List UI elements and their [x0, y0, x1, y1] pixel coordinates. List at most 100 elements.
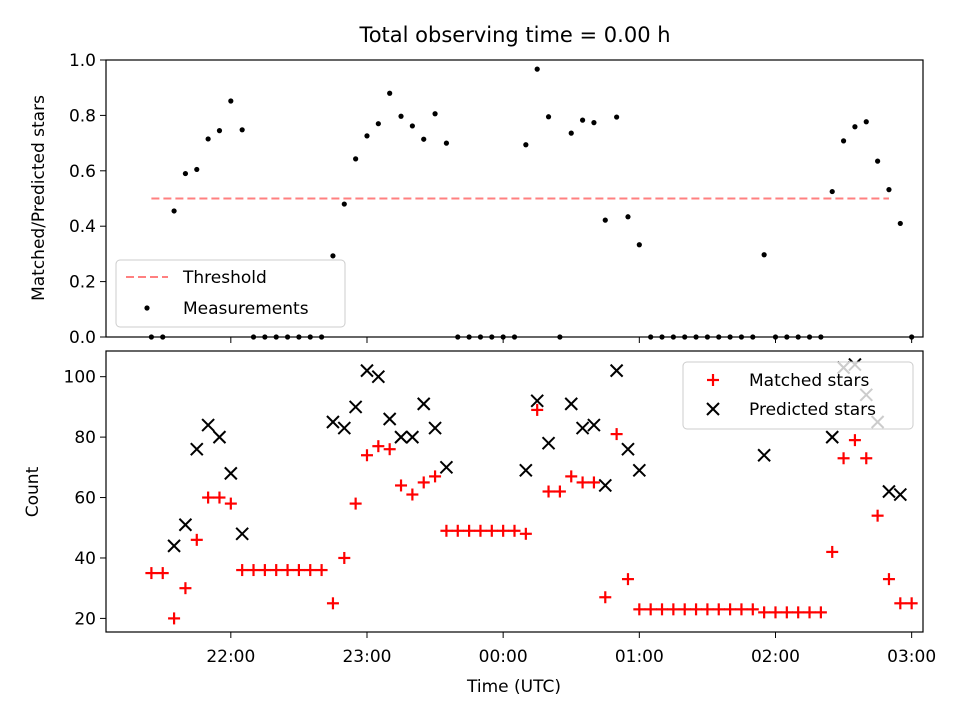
measurement-point-6	[216, 128, 223, 134]
matched-stars-point-17	[338, 551, 351, 564]
matched-stars-point-57	[792, 606, 805, 619]
predicted-stars-point-13	[394, 430, 408, 444]
predicted-stars-point-8	[337, 421, 351, 435]
matched-stars-point-33	[519, 527, 532, 540]
predicted-stars-point-2	[190, 442, 204, 456]
predicted-stars-point-29	[825, 430, 839, 444]
predicted-stars-point-9	[348, 400, 363, 414]
top-y-tick-label-2: 0.4	[69, 217, 96, 237]
matched-stars-point-54	[758, 606, 771, 619]
predicted-stars-point-11	[371, 369, 386, 384]
bottom-y-tick-label-3: 80	[74, 428, 96, 448]
x-tick-label-4: 02:00	[751, 647, 800, 667]
matched-stars-point-42	[621, 573, 634, 586]
legend-threshold-label: Threshold	[182, 268, 267, 288]
measurement-point-23	[409, 123, 415, 129]
legend-predicted-swatch	[706, 402, 720, 416]
legend-measurements-swatch	[144, 305, 150, 311]
measurement-point-65	[886, 187, 892, 193]
matched-stars-point-35	[542, 485, 555, 498]
matched-stars-point-59	[814, 606, 827, 619]
predicted-x-b	[201, 418, 215, 432]
predicted-stars-point-3	[201, 418, 215, 432]
bottom-y-tick-label-2: 60	[74, 489, 96, 509]
matched-stars-point-6	[213, 491, 226, 504]
matched-stars-point-39	[587, 476, 600, 489]
top-y-tick-label-4: 0.8	[69, 106, 96, 126]
matched-stars-point-32	[508, 524, 521, 537]
measurement-point-25	[432, 111, 438, 117]
matched-stars-point-45	[656, 603, 669, 616]
matched-stars-point-64	[871, 509, 884, 522]
matched-stars-point-0	[145, 567, 158, 580]
top-plot-frame	[105, 59, 924, 338]
measurement-point-42	[625, 214, 631, 220]
predicted-stars-point-21	[564, 397, 578, 411]
x-axis-label: Time (UTC)	[466, 677, 561, 697]
matched-stars-point-9	[247, 564, 260, 577]
matched-stars-point-62	[848, 434, 861, 447]
matched-stars-point-21	[383, 443, 396, 456]
matched-stars-point-58	[803, 606, 816, 619]
predicted-stars-point-28	[757, 448, 771, 462]
matched-stars-point-67	[905, 597, 918, 610]
measurement-point-22	[398, 113, 404, 119]
measurement-point-8	[239, 127, 245, 133]
legend-matched-label: Matched stars	[749, 371, 869, 391]
predicted-x-b	[224, 466, 238, 481]
matched-stars-point-37	[565, 470, 578, 483]
top-y-tick-label-3: 0.6	[69, 162, 96, 182]
measurement-point-33	[523, 142, 529, 148]
predicted-x-b	[348, 400, 363, 414]
predicted-stars-point-0	[167, 539, 181, 553]
matched-stars-point-19	[360, 449, 373, 462]
matched-stars-point-3	[179, 582, 192, 595]
measurement-point-39	[591, 120, 597, 126]
matched-stars-point-50	[712, 603, 725, 616]
matched-stars-point-34	[531, 403, 544, 416]
predicted-stars-point-26	[621, 442, 635, 456]
predicted-stars-point-18	[519, 463, 533, 478]
matched-stars-point-56	[780, 606, 793, 619]
predicted-x-b	[360, 363, 374, 378]
measurement-point-66	[897, 220, 903, 227]
predicted-stars-point-4	[212, 430, 227, 444]
predicted-stars-point-15	[417, 397, 431, 411]
predicted-x-b	[190, 442, 204, 456]
matched-stars-point-16	[326, 597, 339, 610]
predicted-x-b	[882, 484, 896, 499]
predicted-x-b	[757, 448, 771, 462]
predicted-x-b	[394, 430, 408, 444]
matched-stars-point-28	[463, 524, 476, 537]
measurement-point-19	[364, 133, 370, 139]
predicted-x-b	[235, 527, 249, 541]
predicted-x-b	[609, 363, 624, 378]
predicted-stars-point-14	[405, 430, 420, 444]
bottom-y-axis-label: Count	[23, 466, 43, 517]
legend-predicted-label: Predicted stars	[749, 400, 876, 420]
predicted-x-b	[621, 442, 635, 456]
legend-measurements-label: Measurements	[183, 299, 309, 319]
predicted-x-b	[326, 415, 340, 429]
matched-stars-point-36	[553, 485, 566, 498]
measurement-point-62	[852, 124, 858, 130]
measurement-point-54	[761, 252, 767, 258]
legend-matched-swatch	[707, 374, 719, 386]
matched-stars-point-41	[610, 428, 623, 441]
predicted-stars-point-20	[541, 436, 556, 450]
matched-stars-point-40	[599, 591, 612, 604]
matched-stars-point-26	[440, 524, 453, 537]
bottom-plot-frame	[105, 350, 924, 633]
predicted-stars-point-34	[882, 484, 896, 499]
matched-stars-point-60	[826, 545, 839, 558]
predicted-x-b	[530, 394, 544, 408]
measurement-point-37	[568, 130, 574, 136]
predicted-x-b	[575, 421, 590, 435]
measurement-point-63	[863, 119, 869, 125]
top-y-axis-label: Matched/Predicted stars	[29, 95, 49, 301]
measurement-point-17	[341, 201, 347, 207]
matched-stars-point-23	[406, 488, 419, 501]
predicted-x-b	[439, 460, 454, 475]
top-y-tick-label-0: 0.0	[69, 328, 96, 348]
